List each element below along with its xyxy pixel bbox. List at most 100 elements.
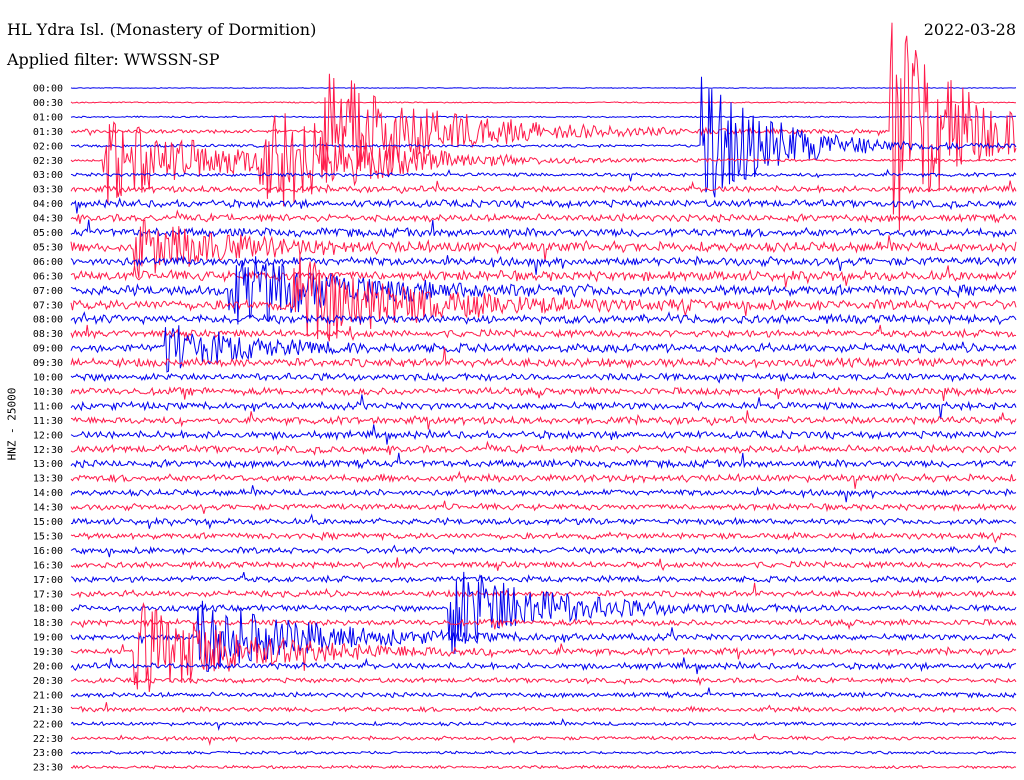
trace-line: [70, 325, 1017, 373]
trace-line: [70, 371, 1017, 384]
time-label: 03:00: [33, 170, 63, 181]
time-label: 11:00: [33, 401, 63, 412]
trace-line: [70, 617, 1017, 631]
trace-line: [70, 544, 1017, 558]
time-label: 18:00: [33, 604, 63, 615]
trace-line: [70, 513, 1017, 530]
time-label: 17:30: [33, 589, 63, 600]
time-label: 09:00: [33, 344, 63, 355]
time-label-group: 00:00 00:30 01:00 01:30 02:00 02:30 03:00 03:30…: [33, 84, 63, 774]
time-label: 13:30: [33, 474, 63, 485]
time-label: 15:00: [33, 517, 63, 528]
trace-line: [70, 394, 1017, 420]
trace-line: [70, 764, 1017, 770]
trace-line: [70, 265, 1017, 288]
trace-line: [70, 386, 1017, 401]
time-label: 14:00: [33, 488, 63, 499]
time-label: 13:00: [33, 459, 63, 470]
time-label: 17:00: [33, 575, 63, 586]
time-label: 20:00: [33, 662, 63, 673]
trace-line: [70, 76, 1017, 198]
time-label: 22:30: [33, 734, 63, 745]
trace-line: [70, 750, 1017, 755]
time-label: 04:00: [33, 199, 63, 210]
date-label: 2022-03-28: [923, 20, 1016, 39]
time-label: 05:00: [33, 228, 63, 239]
trace-line: [70, 253, 1017, 342]
trace-line: [70, 113, 1017, 207]
trace-group: [70, 22, 1017, 770]
trace-line: [70, 101, 1017, 104]
time-label: 00:00: [33, 84, 63, 95]
trace-line: [70, 571, 1017, 584]
trace-line: [70, 687, 1017, 699]
time-label: 21:30: [33, 705, 63, 716]
trace-line: [70, 22, 1017, 231]
time-label: 18:30: [33, 618, 63, 629]
time-label: 16:30: [33, 560, 63, 571]
trace-line: [70, 424, 1017, 445]
trace-line: [70, 602, 1017, 693]
time-label: 01:30: [33, 127, 63, 138]
trace-line: [70, 452, 1017, 470]
trace-line: [70, 470, 1017, 489]
time-label: 23:00: [33, 748, 63, 759]
trace-line: [70, 600, 1017, 672]
trace-line: [70, 557, 1017, 572]
time-label: 19:00: [33, 633, 63, 644]
time-label: 07:30: [33, 300, 63, 311]
time-label: 09:30: [33, 358, 63, 369]
time-label: 08:00: [33, 315, 63, 326]
trace-line: [70, 531, 1017, 544]
time-label: 15:30: [33, 531, 63, 542]
time-label: 12:00: [33, 430, 63, 441]
time-label: 08:30: [33, 329, 63, 340]
trace-line: [70, 571, 1017, 655]
trace-line: [70, 219, 1017, 278]
trace-line: [70, 311, 1017, 326]
trace-line: [70, 196, 1017, 214]
trace-line: [70, 500, 1017, 514]
trace-line: [70, 168, 1017, 182]
filter-label: Applied filter: WWSSN-SP: [7, 50, 220, 69]
time-label: 21:00: [33, 690, 63, 701]
time-label: 10:30: [33, 387, 63, 398]
time-label: 06:00: [33, 257, 63, 268]
time-label: 20:30: [33, 676, 63, 687]
time-label: 11:30: [33, 416, 63, 427]
time-label: 02:30: [33, 156, 63, 167]
time-label: 02:00: [33, 141, 63, 152]
trace-line: [70, 324, 1017, 342]
trace-line: [70, 718, 1017, 731]
time-label: 14:30: [33, 503, 63, 514]
time-label: 16:00: [33, 546, 63, 557]
time-label: 12:30: [33, 445, 63, 456]
trace-line: [70, 256, 1017, 325]
time-label: 00:30: [33, 98, 63, 109]
time-label: 03:30: [33, 185, 63, 196]
time-label: 22:00: [33, 719, 63, 730]
trace-line: [70, 702, 1017, 714]
trace-line: [70, 440, 1017, 456]
time-label: 10:00: [33, 373, 63, 384]
trace-line: [70, 674, 1017, 687]
trace-line: [70, 180, 1017, 197]
trace-line: [70, 209, 1017, 224]
trace-line: [70, 87, 1017, 89]
time-label: 23:30: [33, 763, 63, 774]
time-label: 05:30: [33, 242, 63, 253]
trace-line: [70, 115, 1017, 119]
trace-line: [70, 733, 1017, 746]
trace-line: [70, 255, 1017, 275]
trace-line: [70, 410, 1017, 430]
time-label: 04:30: [33, 214, 63, 225]
trace-line: [70, 219, 1017, 239]
trace-line: [70, 347, 1017, 369]
time-label: 19:30: [33, 647, 63, 658]
time-label: 07:00: [33, 286, 63, 297]
trace-line: [70, 657, 1017, 675]
time-label: 06:30: [33, 271, 63, 282]
station-title: HL Ydra Isl. (Monastery of Dormition): [7, 20, 317, 39]
trace-line: [70, 485, 1017, 503]
